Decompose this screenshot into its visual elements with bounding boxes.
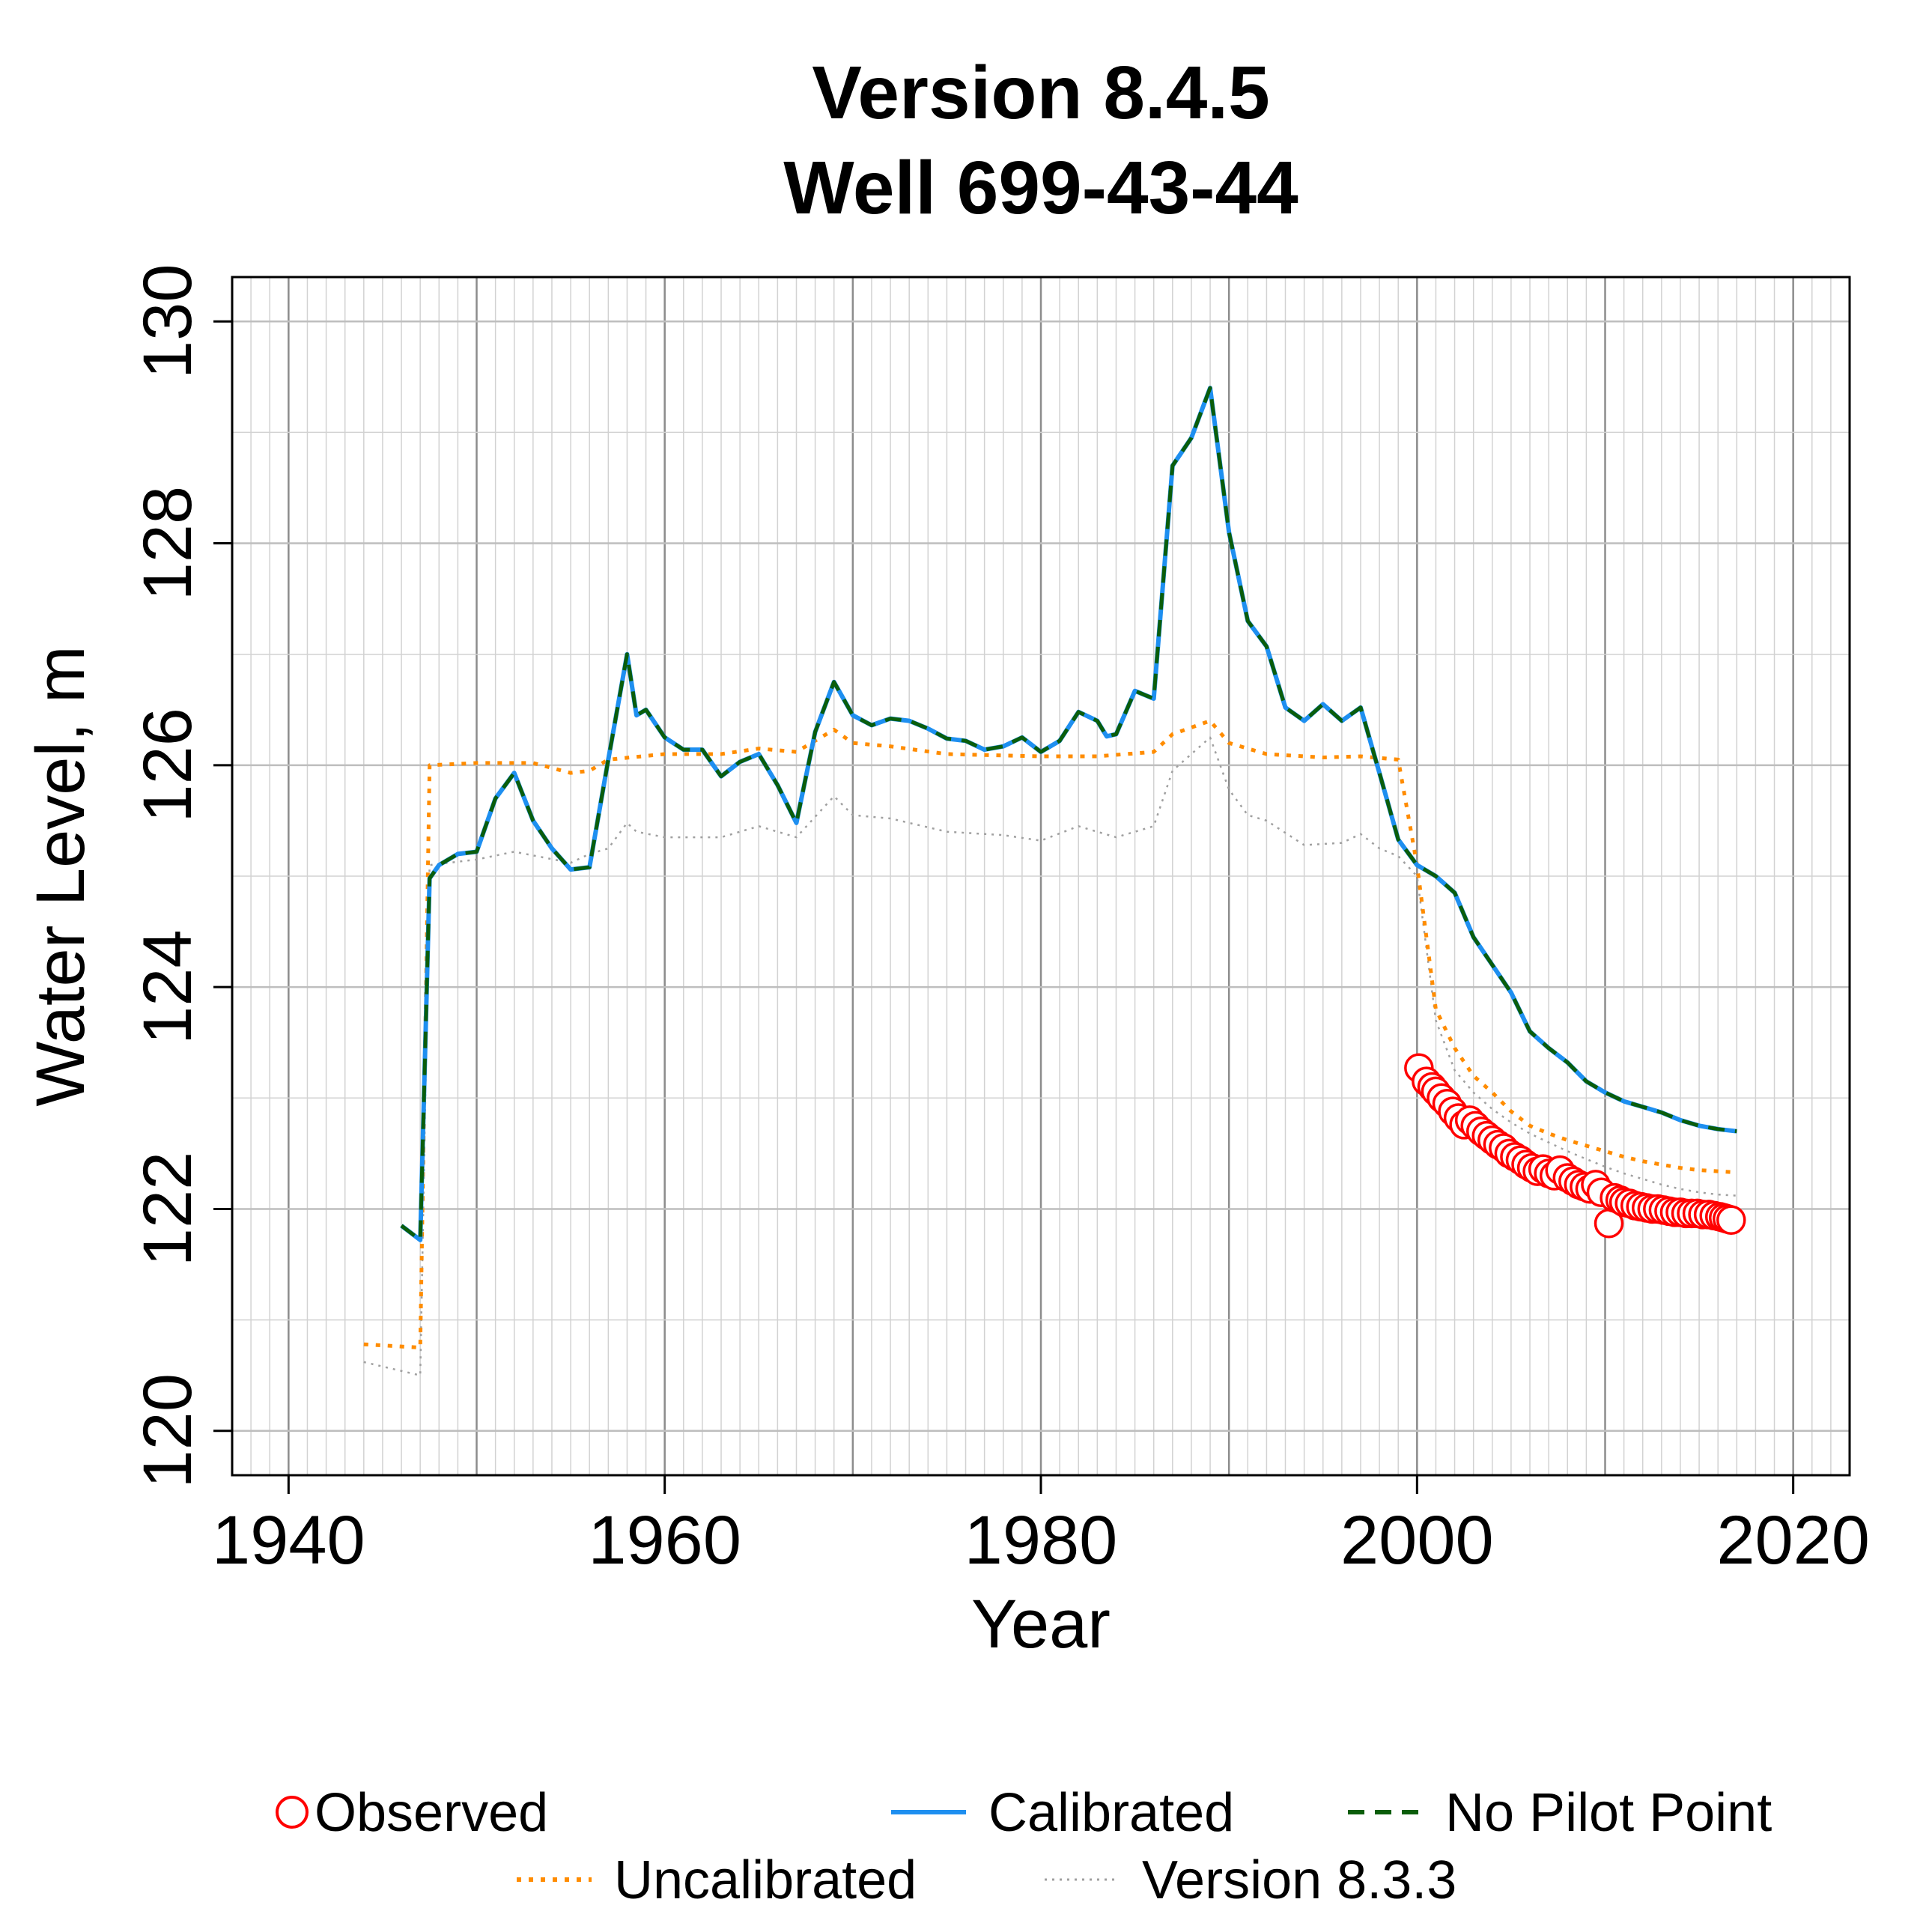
y-tick-label: 126 [130, 708, 206, 822]
legend-label-version-8-3-3: Version 8.3.3 [1142, 1850, 1456, 1910]
legend-label-uncalibrated: Uncalibrated [614, 1850, 917, 1910]
axis-ticks: 1940 1960 1980 2000 2020 120 122 124 126 128 130 [130, 264, 1870, 1579]
series-line-no-pilot-point [400, 386, 1737, 1242]
point-observed [1716, 1205, 1746, 1236]
x-tick-label: 1980 [965, 1502, 1118, 1579]
chart-subtitle: Well 699-43-44 [783, 146, 1298, 230]
x-tick-label: 2000 [1340, 1502, 1494, 1579]
y-tick-label: 130 [130, 264, 206, 380]
x-tick-label: 2020 [1716, 1502, 1870, 1579]
legend-label-no-pilot-point: No Pilot Point [1445, 1783, 1772, 1843]
y-tick-label: 120 [130, 1373, 206, 1489]
y-tick-label: 128 [130, 486, 206, 601]
chart-title: Version 8.4.5 [812, 51, 1269, 135]
series-layer [363, 386, 1746, 1376]
x-axis-label: Year [971, 1586, 1111, 1662]
x-tick-label: 1960 [588, 1502, 741, 1579]
plot-area-border [231, 276, 1851, 1477]
y-axis-label: Water Level, m [22, 645, 99, 1106]
x-tick-label: 1940 [212, 1502, 365, 1579]
grid [231, 277, 1850, 1475]
legend-label-observed: Observed [315, 1783, 548, 1843]
y-tick-label: 122 [130, 1152, 206, 1267]
legend-label-calibrated: Calibrated [988, 1783, 1234, 1843]
legend-marker-observed [276, 1796, 309, 1829]
y-tick-label: 124 [130, 929, 206, 1045]
legend: Observed Calibrated No Pilot Point Uncal… [276, 1783, 1772, 1910]
